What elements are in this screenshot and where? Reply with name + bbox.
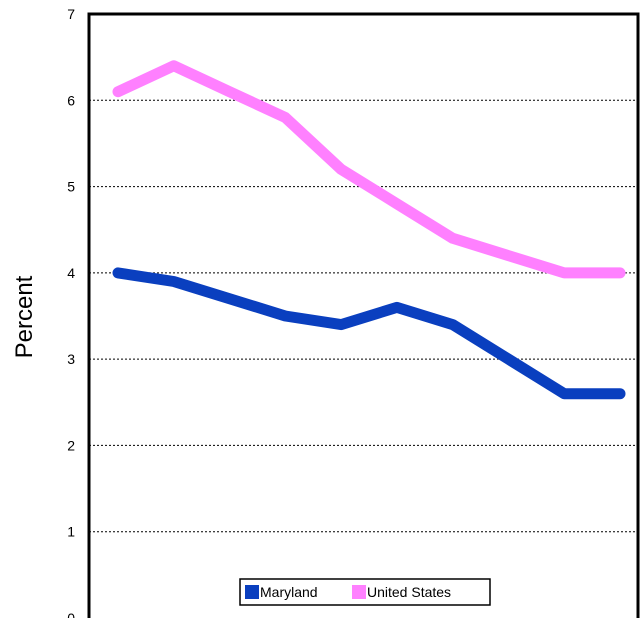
y-tick-label: 2 — [67, 437, 75, 453]
y-tick-label: 4 — [67, 265, 75, 281]
y-tick-label: 1 — [67, 524, 75, 540]
series-line-maryland — [112, 267, 626, 400]
legend-label: United States — [367, 584, 451, 600]
legend: Maryland United States — [239, 578, 491, 606]
y-tick-label: 5 — [67, 179, 75, 195]
y-tick-label: 7 — [67, 6, 75, 22]
plot-frame — [87, 12, 640, 618]
y-tick-label: 6 — [67, 92, 75, 108]
series-lines — [112, 60, 626, 400]
y-tick-label: 3 — [67, 351, 75, 367]
legend-swatch — [352, 585, 366, 599]
legend-label: Maryland — [260, 584, 318, 600]
legend-swatch — [245, 585, 259, 599]
series-line-united-states — [112, 60, 626, 279]
y-tick-label: 0 — [67, 610, 75, 618]
y-tick-labels: 0 1 2 3 4 5 6 7 — [67, 6, 75, 618]
y-axis-title: Percent — [11, 275, 38, 358]
